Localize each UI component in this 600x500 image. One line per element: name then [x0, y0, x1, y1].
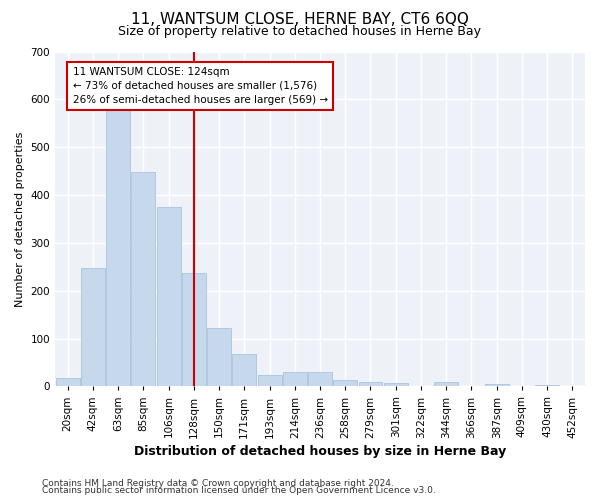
Text: Contains public sector information licensed under the Open Government Licence v3: Contains public sector information licen… — [42, 486, 436, 495]
Bar — [308, 372, 332, 386]
Bar — [384, 382, 408, 386]
Bar — [207, 328, 231, 386]
Bar — [333, 380, 357, 386]
Bar — [157, 207, 181, 386]
Bar — [81, 268, 105, 386]
Y-axis label: Number of detached properties: Number of detached properties — [15, 132, 25, 306]
Bar — [535, 385, 559, 386]
X-axis label: Distribution of detached houses by size in Herne Bay: Distribution of detached houses by size … — [134, 444, 506, 458]
Bar — [56, 378, 80, 386]
Bar — [359, 382, 382, 386]
Bar — [106, 108, 130, 386]
Bar — [257, 375, 281, 386]
Text: 11 WANTSUM CLOSE: 124sqm
← 73% of detached houses are smaller (1,576)
26% of sem: 11 WANTSUM CLOSE: 124sqm ← 73% of detach… — [73, 67, 328, 105]
Text: Contains HM Land Registry data © Crown copyright and database right 2024.: Contains HM Land Registry data © Crown c… — [42, 478, 394, 488]
Bar — [232, 354, 256, 386]
Text: 11, WANTSUM CLOSE, HERNE BAY, CT6 6QQ: 11, WANTSUM CLOSE, HERNE BAY, CT6 6QQ — [131, 12, 469, 28]
Bar — [434, 382, 458, 386]
Bar — [182, 272, 206, 386]
Bar — [131, 172, 155, 386]
Bar — [485, 384, 509, 386]
Text: Size of property relative to detached houses in Herne Bay: Size of property relative to detached ho… — [119, 25, 482, 38]
Bar — [283, 372, 307, 386]
